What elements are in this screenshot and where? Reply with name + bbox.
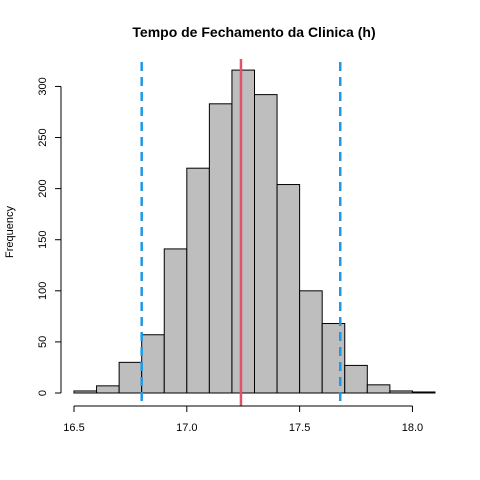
histogram-bar [142,335,165,393]
y-axis: 0 50 100 150 200 250 300 [37,77,61,396]
y-tick-label: 0 [37,390,49,396]
x-tick-label: 17.0 [176,422,197,434]
histogram-bar [164,249,187,393]
y-tick-label: 200 [37,179,49,197]
histogram-bar [209,104,232,393]
x-tick-label: 18.0 [402,422,423,434]
histogram-bar [300,291,323,393]
x-axis: 16.5 17.0 17.5 18.0 [63,406,423,434]
histogram-bars [74,70,435,393]
y-tick-label: 150 [37,231,49,249]
histogram-bar [390,391,413,393]
y-axis-label: Frequency [4,206,16,258]
histogram-bar [345,365,368,393]
histogram-bar [277,185,300,393]
x-tick-label: 17.5 [289,422,310,434]
y-tick-label: 300 [37,77,49,95]
chart-title: Tempo de Fechamento da Clinica (h) [132,24,375,40]
y-tick-label: 250 [37,128,49,146]
histogram-bar [412,392,435,393]
histogram-bar [74,391,97,393]
histogram-bar [367,385,390,393]
histogram-bar [97,386,120,393]
y-tick-label: 50 [37,336,49,348]
x-tick-label: 16.5 [63,422,84,434]
histogram-bar [255,95,278,393]
histogram-bar [232,70,255,393]
histogram-bar [119,362,142,393]
histogram-bar [187,168,210,393]
y-tick-label: 100 [37,282,49,300]
